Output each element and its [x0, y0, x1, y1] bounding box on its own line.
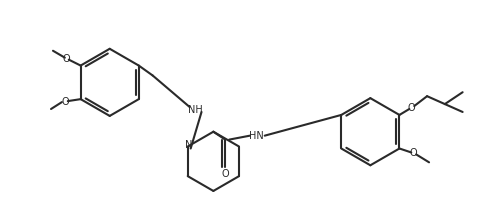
Text: N: N: [184, 140, 192, 150]
Text: O: O: [63, 54, 71, 64]
Text: O: O: [221, 169, 228, 179]
Text: O: O: [408, 148, 416, 158]
Text: O: O: [407, 103, 414, 113]
Text: NH: NH: [188, 105, 203, 115]
Text: O: O: [61, 97, 69, 107]
Text: HN: HN: [249, 131, 264, 141]
